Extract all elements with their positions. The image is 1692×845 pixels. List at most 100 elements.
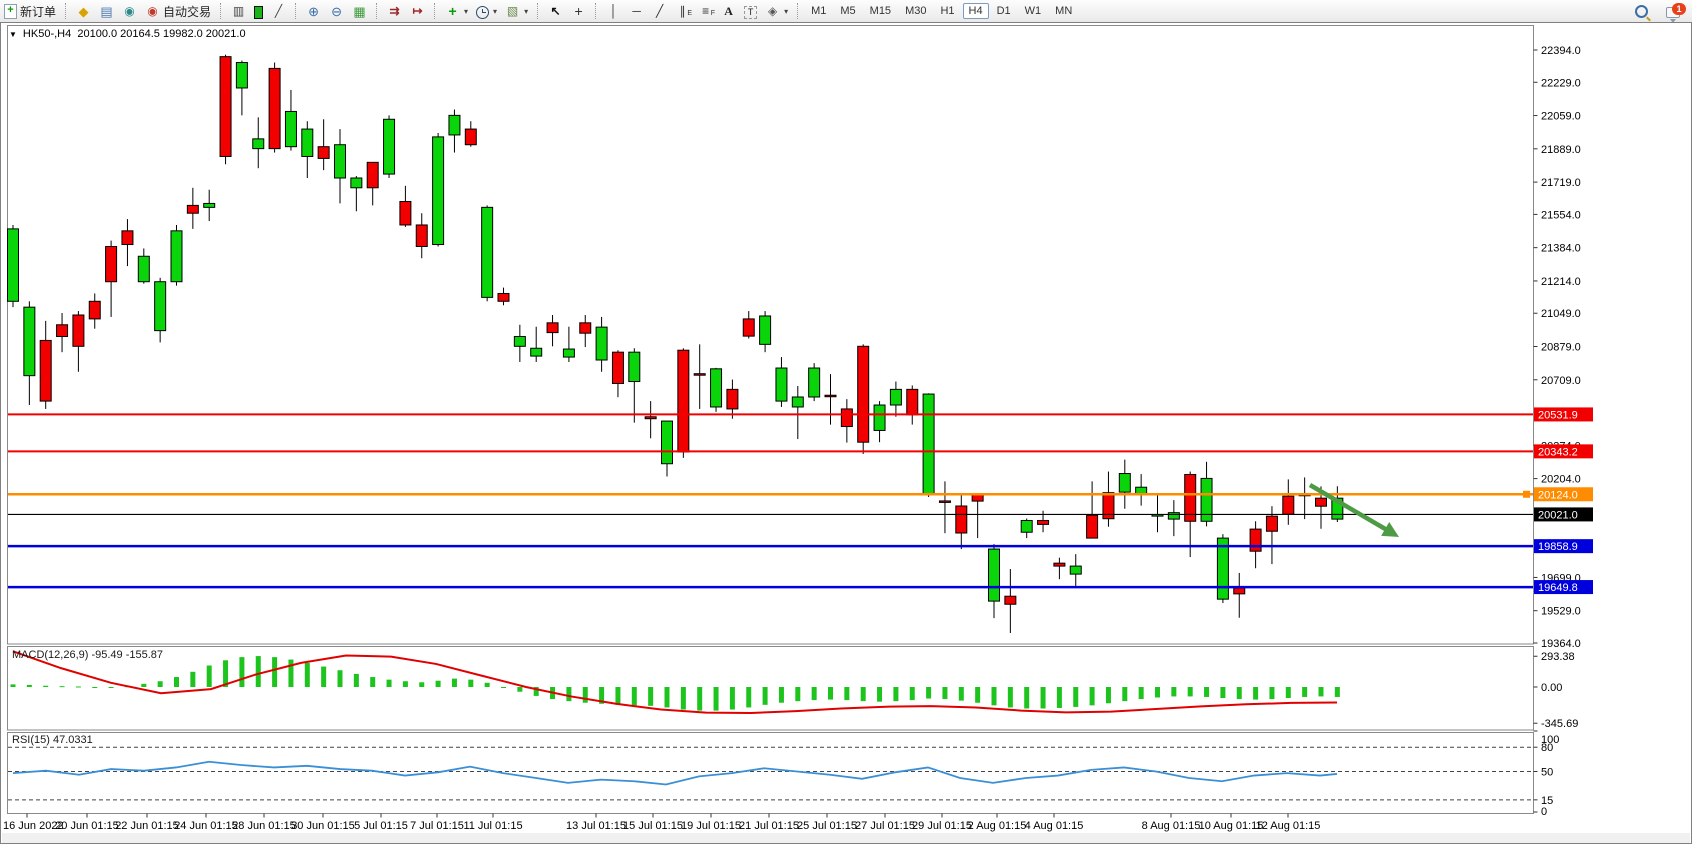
candle-body bbox=[137, 255, 150, 283]
text-button[interactable]: A bbox=[717, 3, 740, 20]
date-label[interactable]: 20 Jun 01:15 bbox=[55, 820, 119, 832]
indicators-button[interactable]: + ▾ bbox=[441, 3, 472, 20]
chat-button[interactable]: 1 bbox=[1662, 2, 1686, 23]
price-levels bbox=[8, 413, 1533, 589]
date-label[interactable]: 22 Jun 01:15 bbox=[115, 820, 179, 832]
candle-body bbox=[595, 326, 608, 361]
macd-histogram-bar bbox=[729, 687, 735, 710]
date-label[interactable]: 13 Jul 01:15 bbox=[566, 820, 626, 832]
date-label[interactable]: 29 Jul 01:15 bbox=[912, 820, 972, 832]
equidistant-channel-button[interactable]: ∥ E bbox=[671, 3, 694, 20]
macd-histogram-bar bbox=[223, 660, 229, 687]
timeframe-button-m5[interactable]: M5 bbox=[840, 5, 856, 17]
search-button[interactable] bbox=[1631, 3, 1652, 19]
crosshair-button[interactable]: + bbox=[567, 3, 590, 20]
autotrade-button[interactable]: ◉ 自动交易 bbox=[141, 2, 215, 21]
date-label[interactable]: 10 Aug 01:15 bbox=[1199, 820, 1264, 832]
timeframe-button-d1[interactable]: D1 bbox=[996, 5, 1011, 17]
date-label[interactable]: 11 Jul 01:15 bbox=[463, 820, 522, 832]
timeframe-button-w1[interactable]: W1 bbox=[1024, 5, 1042, 17]
candle-body bbox=[464, 128, 477, 146]
timeframe-button-h1[interactable]: H1 bbox=[940, 5, 955, 17]
timeframe-button-m15[interactable]: M15 bbox=[869, 5, 892, 17]
fibonacci-button[interactable]: ≡ F bbox=[694, 3, 717, 20]
arrows-button[interactable]: ◈ ▾ bbox=[761, 3, 792, 20]
timeframe-button-m30[interactable]: M30 bbox=[905, 5, 927, 17]
timeframe-button-h4[interactable]: H4 bbox=[962, 3, 989, 19]
candle-body bbox=[399, 200, 412, 226]
candle-body bbox=[88, 300, 101, 320]
candle-body bbox=[1053, 562, 1066, 567]
macd-histogram-bar bbox=[893, 687, 899, 702]
dropdown-caret-icon[interactable]: ▾ bbox=[524, 6, 529, 16]
chat-icon: 1 bbox=[1666, 2, 1686, 23]
candle-body bbox=[1331, 497, 1344, 520]
periods-button[interactable]: ▾ bbox=[472, 3, 501, 20]
trendline-icon: ╱ bbox=[655, 3, 664, 18]
date-label[interactable]: 25 Jul 01:15 bbox=[797, 820, 857, 832]
candle-body bbox=[759, 315, 772, 345]
bar-chart-button[interactable]: ▥ bbox=[227, 3, 250, 20]
date-label[interactable]: 30 Jun 01:15 bbox=[291, 820, 355, 832]
date-label[interactable]: 2 Aug 01:15 bbox=[968, 820, 1027, 832]
vertical-line-button[interactable]: │ bbox=[602, 3, 625, 20]
candlestick-chart-button[interactable] bbox=[250, 3, 267, 20]
timeframe-button-mn[interactable]: MN bbox=[1055, 5, 1073, 17]
toolbar-separator bbox=[376, 3, 378, 19]
macd-histogram-bar bbox=[942, 687, 948, 700]
candle-body bbox=[1184, 473, 1197, 522]
toolbar-separator bbox=[537, 3, 539, 19]
timeframe-button-m1[interactable]: M1 bbox=[811, 5, 827, 17]
date-label[interactable]: 21 Jul 01:15 bbox=[739, 820, 799, 832]
templates-button[interactable]: ▧ ▾ bbox=[501, 3, 532, 20]
dropdown-caret-icon[interactable]: ▾ bbox=[464, 6, 469, 16]
zoom-out-button[interactable]: ⊖ bbox=[325, 3, 348, 20]
dropdown-caret-icon[interactable]: ▾ bbox=[493, 6, 498, 16]
new-order-button[interactable]: + 新订单 bbox=[0, 2, 60, 21]
rsi-axis-label: 80 bbox=[1541, 742, 1553, 754]
price-axis-label: 21384.0 bbox=[1541, 243, 1581, 255]
macd-histogram-bar bbox=[909, 687, 915, 701]
macd-histogram-bar bbox=[1187, 687, 1193, 697]
candle-body bbox=[284, 110, 297, 148]
text-label-button[interactable]: T bbox=[740, 3, 761, 20]
level-drag-handle[interactable] bbox=[1523, 490, 1530, 498]
macd-histogram-bar bbox=[1334, 687, 1340, 697]
symbol-dropdown-icon[interactable]: ▼ bbox=[9, 30, 17, 39]
date-label[interactable]: 16 Jun 2022 bbox=[3, 820, 64, 832]
date-label[interactable]: 12 Aug 01:15 bbox=[1256, 820, 1321, 832]
trendline-button[interactable]: ╱ bbox=[648, 3, 671, 20]
auto-scroll-button[interactable]: ⇉ bbox=[383, 3, 406, 20]
indicators-icon: + bbox=[448, 2, 457, 19]
profiles-button[interactable]: ◆ bbox=[72, 3, 95, 20]
date-label[interactable]: 7 Jul 01:15 bbox=[410, 820, 464, 832]
candle-body bbox=[1216, 537, 1229, 600]
dropdown-caret-icon[interactable]: ▾ bbox=[784, 6, 789, 16]
arrow-shaft[interactable] bbox=[1308, 483, 1389, 532]
data-window-button[interactable]: ▤ bbox=[95, 3, 118, 20]
line-chart-button[interactable]: ╱ bbox=[267, 3, 290, 20]
cursor-button[interactable]: ↖ bbox=[544, 3, 567, 20]
navigator-button[interactable]: ◉ bbox=[118, 3, 141, 20]
date-label[interactable]: 5 Jul 01:15 bbox=[354, 820, 408, 832]
date-label[interactable]: 28 Jun 01:15 bbox=[232, 820, 296, 832]
macd-indicator-label: MACD(12,26,9) -95.49 -155.87 bbox=[12, 649, 164, 661]
date-label[interactable]: 24 Jun 01:15 bbox=[174, 820, 238, 832]
tile-windows-button[interactable]: ▦ bbox=[348, 3, 371, 20]
vline-icon: │ bbox=[609, 3, 618, 18]
text-icon: A bbox=[724, 3, 733, 18]
trend-arrow-annotation[interactable] bbox=[1308, 483, 1399, 537]
date-label[interactable]: 27 Jul 01:15 bbox=[855, 820, 915, 832]
price-axis-label: 22059.0 bbox=[1541, 111, 1581, 123]
date-label[interactable]: 19 Jul 01:15 bbox=[681, 820, 741, 832]
date-label[interactable]: 8 Aug 01:15 bbox=[1142, 820, 1201, 832]
date-label[interactable]: 4 Aug 01:15 bbox=[1025, 820, 1084, 832]
chart-plot: 22394.0 22229.0 22059.0 21889.0 21719.0 21554… bbox=[3, 25, 1593, 832]
chart-shift-button[interactable]: ↦ bbox=[406, 3, 429, 20]
zoom-in-button[interactable]: ⊕ bbox=[302, 3, 325, 20]
candle-body bbox=[906, 388, 919, 416]
date-label[interactable]: 15 Jul 01:15 bbox=[623, 820, 683, 832]
horizontal-line-button[interactable]: ─ bbox=[625, 3, 648, 20]
arrow-head bbox=[1381, 522, 1399, 537]
macd-histogram-bar bbox=[451, 678, 457, 687]
